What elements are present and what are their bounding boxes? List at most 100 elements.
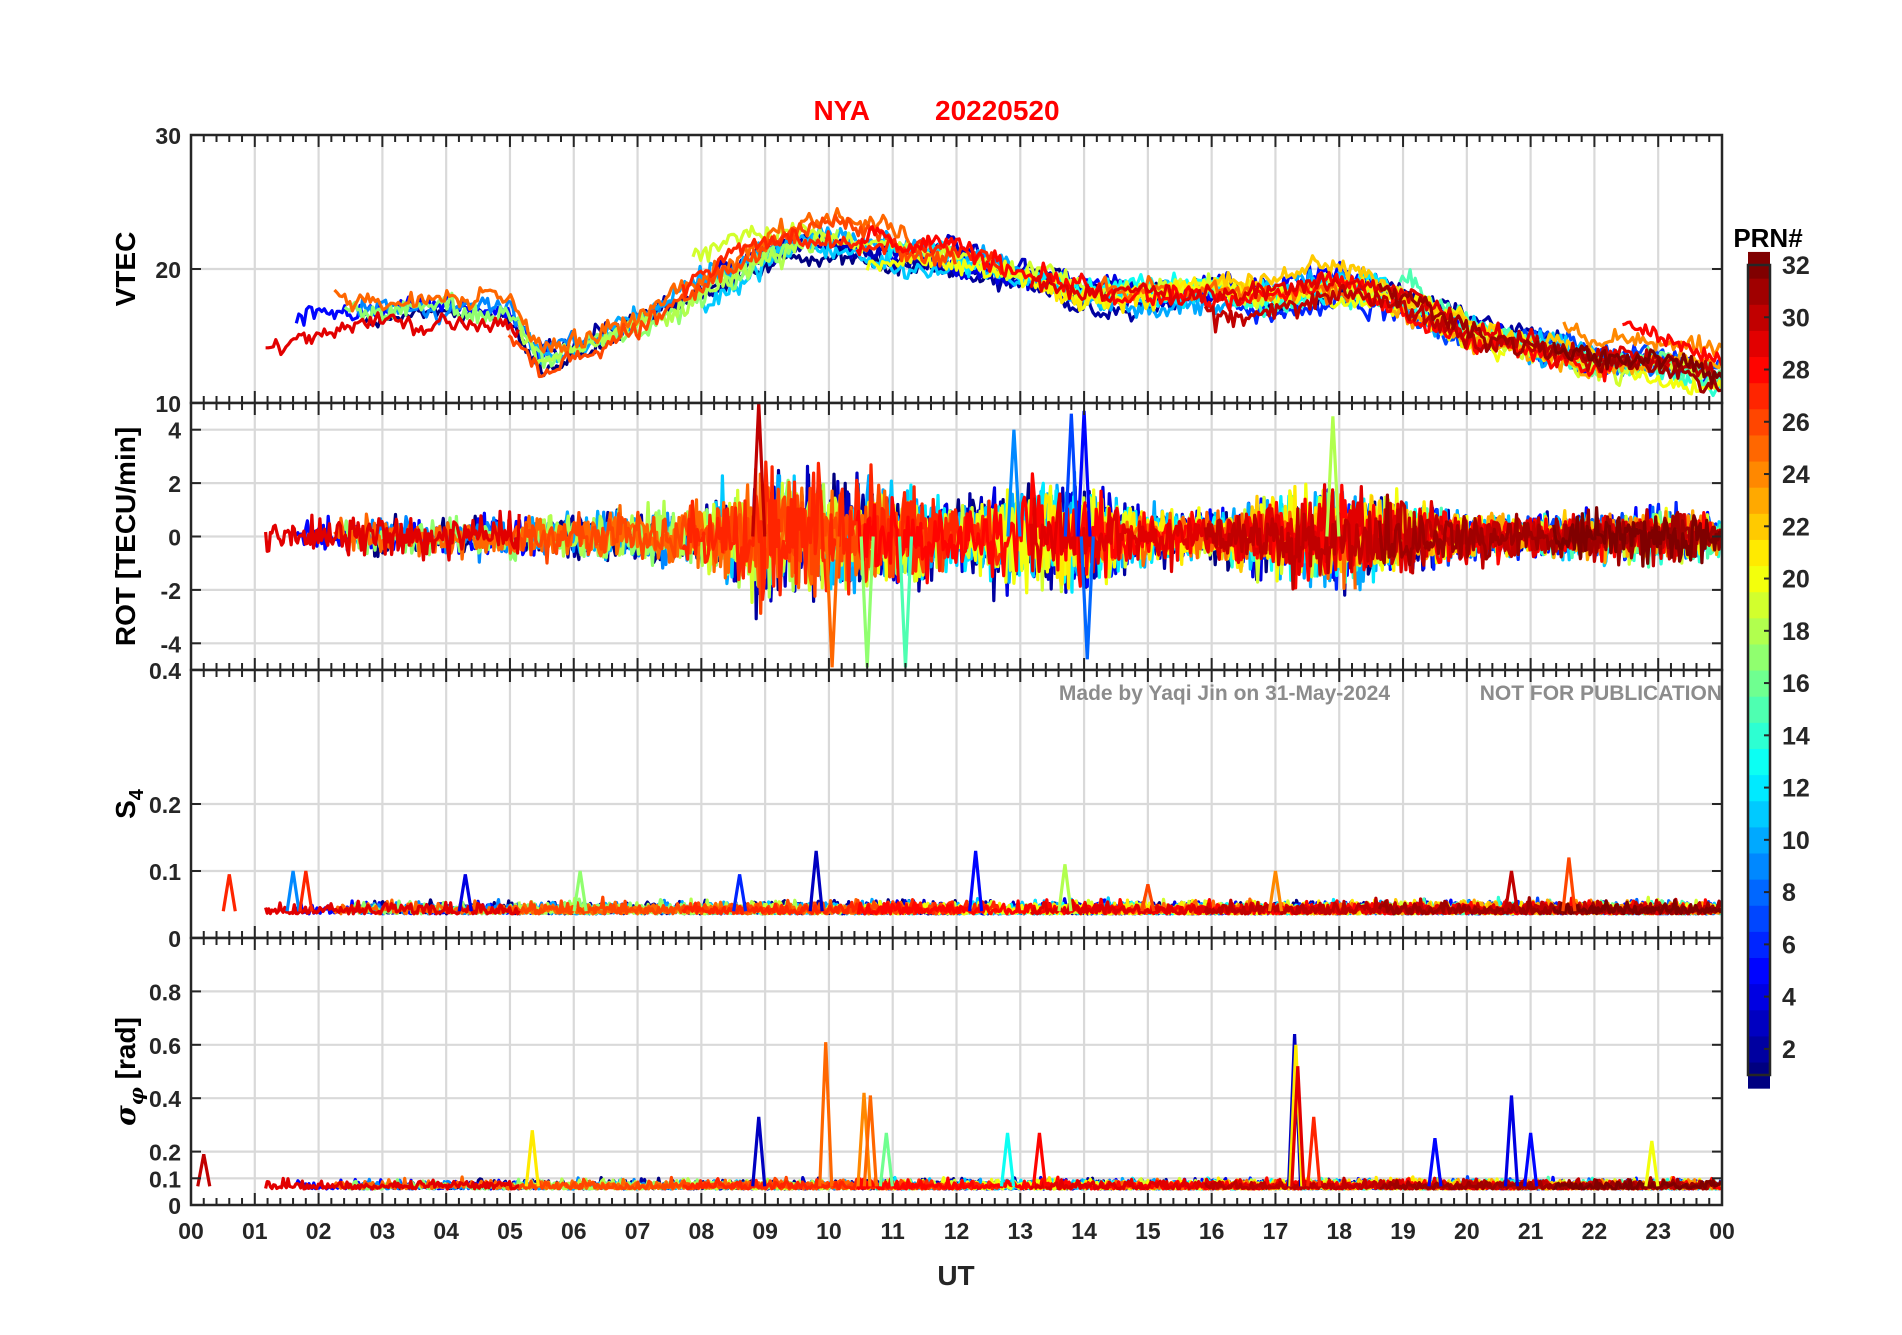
- colorbar-frame: [1746, 263, 1772, 1077]
- spike-mark: [732, 874, 748, 912]
- prn-series-line: [1552, 898, 1722, 916]
- y-tick-label: 0.2: [149, 792, 181, 818]
- colorbar-swatch: [1748, 487, 1770, 514]
- prn-series-line: [264, 899, 521, 916]
- colorbar-swatch: [1748, 748, 1770, 776]
- series-group: [265, 207, 1722, 398]
- y-axis-label: VTEC: [110, 232, 141, 307]
- spike-mark: [818, 1042, 834, 1187]
- colorbar-tick-label: 8: [1782, 879, 1796, 907]
- spike-mark: [1031, 1132, 1048, 1187]
- x-tick-label: 17: [1263, 1218, 1289, 1244]
- x-tick-label: 23: [1645, 1218, 1671, 1244]
- colorbar-swatch: [1748, 304, 1770, 331]
- colorbar-tick-label: 18: [1782, 618, 1810, 646]
- colorbar-swatch: [1748, 330, 1770, 358]
- y-tick-label: 10: [155, 391, 181, 417]
- spike-mark: [1306, 1116, 1322, 1187]
- y-tick-label: 0: [168, 1193, 181, 1219]
- prn-series-line: [1377, 282, 1722, 394]
- x-axis-label: UT: [937, 1260, 974, 1291]
- y-tick-label: 0.8: [149, 979, 181, 1005]
- spike-mark: [1561, 857, 1577, 912]
- spike-mark: [1140, 884, 1156, 912]
- y-tick-label: -4: [161, 631, 182, 657]
- colorbar-label: PRN#: [1733, 223, 1803, 253]
- prn-series-line: [1552, 341, 1722, 385]
- prn-series-line: [1553, 1178, 1722, 1191]
- colorbar-swatch: [1748, 879, 1770, 906]
- panel-vtec: 10 20 30 VTEC: [110, 123, 1724, 417]
- y-tick-label: 0: [168, 525, 181, 551]
- colorbar-tick-label: 2: [1782, 1036, 1796, 1064]
- colorbar-tick-label: 6: [1782, 931, 1796, 959]
- panel-s4: 0 0.1 0.2 0.4 S4: [110, 658, 1724, 952]
- spike-mark: [1079, 536, 1095, 660]
- watermark: Made by Yaqi Jin on 31-May-2024 NOT FOR …: [1059, 682, 1722, 705]
- y-axis-label: S4: [110, 788, 148, 819]
- prn-series-line: [1552, 506, 1721, 568]
- spike-mark: [968, 850, 984, 912]
- spike-mark: [1523, 1132, 1539, 1187]
- colorbar-swatch: [1748, 513, 1770, 540]
- prn-series-line: [681, 460, 1002, 601]
- spike-mark: [572, 870, 588, 912]
- colorbar-tick-label: 16: [1782, 670, 1810, 698]
- colorbar-swatch: [1748, 565, 1770, 593]
- spike-mark: [1503, 870, 1520, 912]
- x-tick-label: 00: [1709, 1218, 1735, 1244]
- panel-sigma-phi: 00.10.2 0.4 0.6 0.8σφ [rad] 00 01 02 03 04 05 06 07…: [109, 936, 1735, 1244]
- colorbar-swatch: [1748, 696, 1770, 723]
- figure-title: NYA 20220520: [813, 95, 1059, 126]
- colorbar-swatch: [1748, 722, 1770, 749]
- x-tick-label: 16: [1199, 1218, 1225, 1244]
- spike-mark: [1063, 413, 1079, 537]
- x-tick-label: 08: [689, 1218, 715, 1244]
- colorbar-tick-label: 4: [1782, 984, 1796, 1012]
- spike-mark: [524, 1130, 540, 1187]
- y-tick-label: 0: [168, 926, 181, 952]
- prn-series-line: [1379, 1176, 1722, 1191]
- spike-mark: [808, 850, 824, 912]
- colorbar-swatch: [1748, 826, 1770, 854]
- prn-series-line: [681, 228, 1004, 298]
- x-ticks: [190, 938, 1723, 1205]
- colorbar-tick-label: 10: [1782, 827, 1810, 855]
- spike-mark: [751, 1116, 767, 1187]
- x-tick-label: 18: [1326, 1218, 1352, 1244]
- spike-mark: [1290, 1066, 1306, 1187]
- x-tick-label: 05: [497, 1218, 523, 1244]
- colorbar-swatch: [1748, 539, 1770, 567]
- spike-mark: [1644, 1140, 1660, 1187]
- colorbar-swatch: [1748, 774, 1770, 802]
- colorbar-swatch: [1748, 408, 1770, 436]
- series-group: [221, 850, 1722, 916]
- prn-series-line: [507, 482, 955, 615]
- colorbar-swatch: [1748, 460, 1770, 488]
- x-tick-label: 10: [816, 1218, 842, 1244]
- y-tick-label: 0.2: [149, 1140, 181, 1166]
- colorbar-tick-label: 14: [1782, 722, 1810, 750]
- series-group: [264, 403, 1722, 668]
- prn-series-line: [1622, 320, 1722, 367]
- colorbar-swatch: [1748, 434, 1770, 462]
- prn-series-line: [264, 1176, 520, 1191]
- colorbar-swatch: [1748, 591, 1770, 619]
- spike-mark: [862, 1095, 878, 1187]
- grid: [191, 670, 1722, 938]
- x-tick-label: 00: [178, 1218, 204, 1244]
- spike-mark: [1427, 1138, 1443, 1187]
- colorbar-swatch: [1748, 852, 1770, 880]
- x-tick-label: 21: [1518, 1218, 1544, 1244]
- colorbar-swatch: [1748, 800, 1770, 828]
- colorbar-tick-label: 28: [1782, 357, 1810, 385]
- spike-mark: [1503, 1095, 1520, 1187]
- spike-mark: [751, 403, 767, 537]
- x-tick-label: 09: [752, 1218, 778, 1244]
- x-tick-label: 01: [242, 1218, 268, 1244]
- y-tick-label: 0.6: [149, 1033, 181, 1059]
- panel-rot: -4 -2 0 2 4 ROT [TECU/min]: [110, 401, 1724, 672]
- watermark-credit: Made by Yaqi Jin on 31-May-2024: [1059, 682, 1390, 705]
